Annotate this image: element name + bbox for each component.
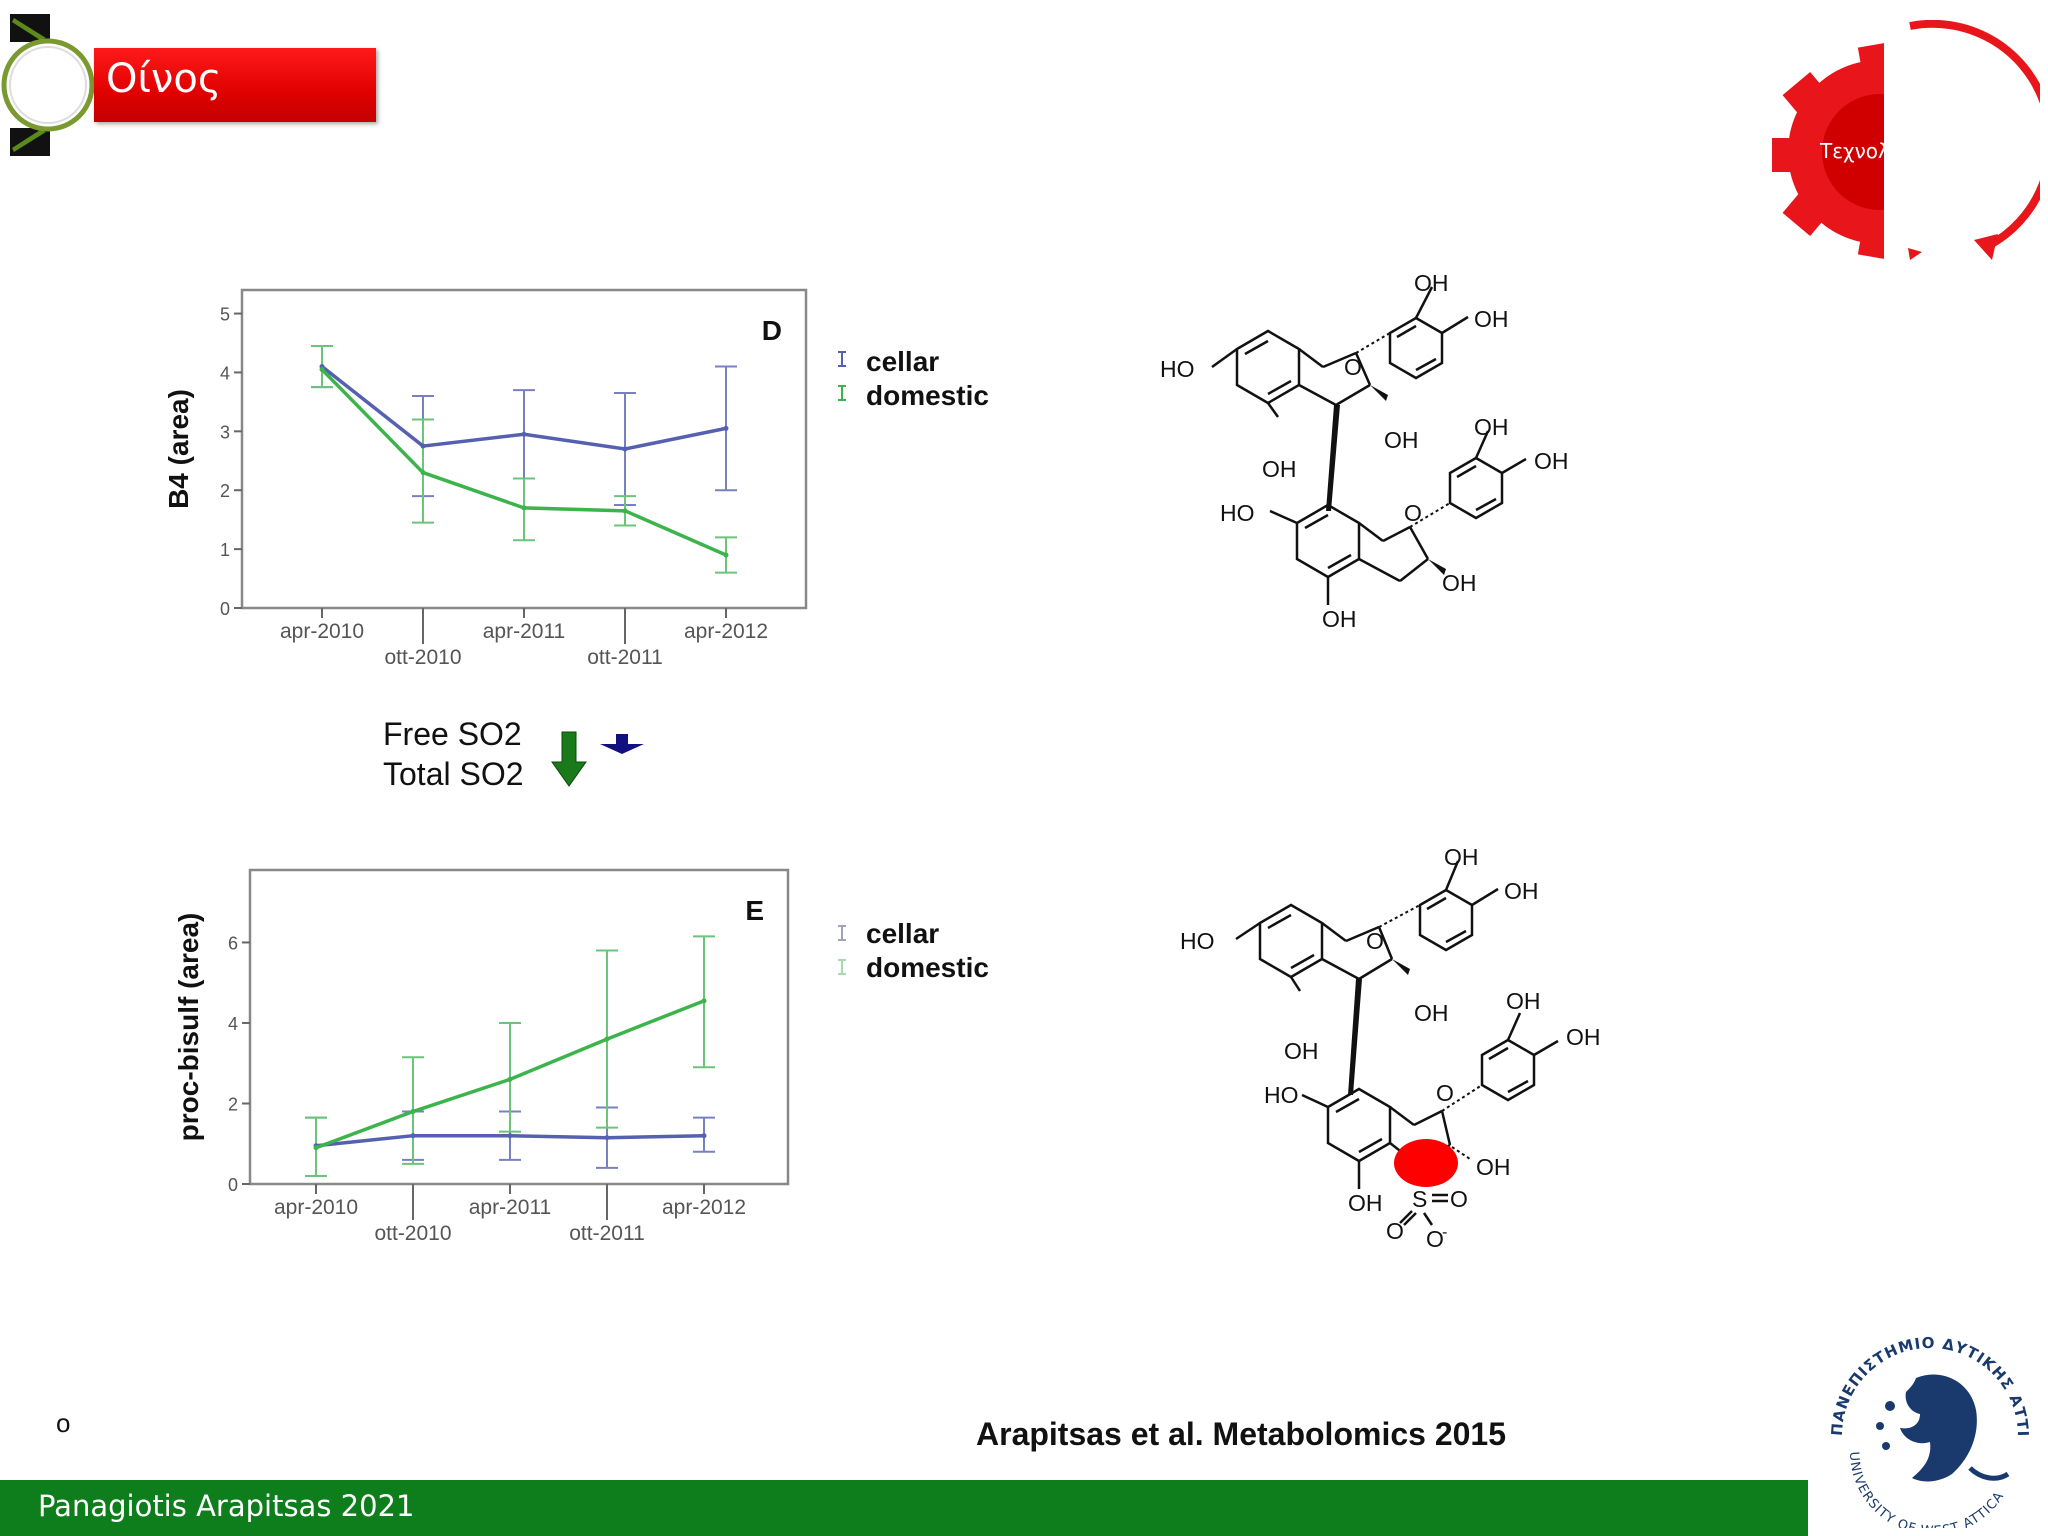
svg-text:OH: OH <box>1476 1154 1511 1180</box>
panel-label: D <box>762 315 782 346</box>
y-tick-label: 5 <box>220 305 230 325</box>
y-tick-label: 0 <box>220 599 230 619</box>
data-point-domestic <box>507 1076 513 1082</box>
svg-text:OH: OH <box>1474 414 1509 440</box>
y-tick-label: 2 <box>228 1094 238 1114</box>
svg-text:OH: OH <box>1566 1024 1601 1050</box>
data-point-cellar <box>507 1133 513 1139</box>
footer-author: Panagiotis Arapitsas 2021 <box>38 1489 415 1523</box>
title-banner <box>94 48 376 122</box>
y-axis-label: B4 (area) <box>163 389 194 509</box>
svg-text:O: O <box>1450 1186 1468 1212</box>
data-point-domestic <box>521 505 527 511</box>
svg-text:-: - <box>1442 1224 1447 1241</box>
legend-errorbar-icons <box>838 925 846 975</box>
so2-arrows <box>551 731 644 787</box>
svg-text:O: O <box>1344 354 1362 380</box>
x-tick-label: apr-2011 <box>469 1196 552 1219</box>
svg-text:O: O <box>1426 1226 1444 1252</box>
x-tick-label: apr-2010 <box>274 1196 358 1219</box>
y-tick-label: 4 <box>228 1014 238 1034</box>
data-point-domestic <box>723 552 729 558</box>
x-tick-label: ott-2010 <box>374 1222 451 1245</box>
svg-text:OH: OH <box>1534 448 1569 474</box>
x-tick-label: apr-2010 <box>280 620 364 643</box>
chart-e: 0 2 4 6 apr-2010 ott-2010 apr-2011 ott-2011 apr-… <box>173 868 790 1245</box>
data-point-cellar <box>604 1135 610 1141</box>
x-tick-label: apr-2011 <box>483 620 566 643</box>
svg-text:OH: OH <box>1322 606 1357 632</box>
y-tick-label: 2 <box>220 481 230 501</box>
svg-text:O: O <box>1366 928 1384 954</box>
svg-text:OH: OH <box>1414 270 1449 296</box>
data-point-cellar <box>521 431 527 437</box>
y-tick-label: 4 <box>220 363 230 383</box>
data-point-domestic <box>420 470 426 476</box>
highlight-marker <box>1394 1139 1458 1187</box>
y-tick-label: 6 <box>228 933 238 953</box>
x-tick-label: ott-2010 <box>384 646 461 669</box>
svg-text:O: O <box>1386 1218 1404 1244</box>
svg-text:HO: HO <box>1264 1082 1299 1108</box>
data-point-domestic <box>410 1109 416 1115</box>
data-point-cellar <box>410 1133 416 1139</box>
legend-errorbar-icons <box>838 351 846 401</box>
x-tick-label: ott-2011 <box>569 1222 645 1245</box>
data-point-cellar <box>622 446 628 452</box>
svg-text:OH: OH <box>1414 1000 1449 1026</box>
y-axis-label: proc-bisulf (area) <box>173 913 204 1142</box>
data-point-cellar <box>420 443 426 449</box>
chart-d: 0 1 2 3 4 5 apr-2010 ott-2010 apr-2011 ott-2011 ap… <box>163 288 808 669</box>
svg-text:O: O <box>1436 1080 1454 1106</box>
x-tick-label: apr-2012 <box>662 1196 746 1219</box>
x-tick-label: ott-2011 <box>587 646 663 669</box>
legend-item-cellar: cellar <box>866 346 940 377</box>
svg-text:OH: OH <box>1474 306 1509 332</box>
gear-icon: Τεχνολ <box>1772 20 2040 270</box>
svg-text:HO: HO <box>1220 500 1255 526</box>
svg-text:HO: HO <box>1160 356 1195 382</box>
svg-text:OH: OH <box>1504 878 1539 904</box>
down-arrow-icon <box>600 734 644 754</box>
bullet-marker: o <box>56 1408 71 1438</box>
svg-text:S: S <box>1412 1186 1427 1212</box>
footer-bar <box>0 1480 1808 1536</box>
y-tick-label: 3 <box>220 422 230 442</box>
svg-text:HO: HO <box>1180 928 1215 954</box>
svg-text:OH: OH <box>1506 988 1541 1014</box>
data-point-cellar <box>701 1133 707 1139</box>
x-tick-label: apr-2012 <box>684 620 768 643</box>
legend-item-domestic: domestic <box>866 380 989 411</box>
university-logo-icon: ΠΑΝΕΠΙΣΤΗΜΙΟ ΔΥΤΙΚΗΣ ΑΤΤΙΚΗΣ UNIVERSITY … <box>1820 1318 2031 1528</box>
data-point-domestic <box>622 508 628 514</box>
svg-text:OH: OH <box>1262 456 1297 482</box>
panel-label: E <box>745 895 764 926</box>
y-tick-label: 0 <box>228 1175 238 1195</box>
legend-item-cellar: cellar <box>866 918 940 949</box>
down-arrow-icon <box>551 731 587 787</box>
gear-label: Τεχνολ <box>1819 139 1890 163</box>
svg-text:O: O <box>1404 500 1422 526</box>
data-point-domestic <box>313 1145 319 1151</box>
data-point-domestic <box>319 367 325 372</box>
brand-logo-icon <box>1 14 95 156</box>
svg-text:OH: OH <box>1384 427 1419 453</box>
legend-item-domestic: domestic <box>866 952 989 983</box>
svg-text:OH: OH <box>1284 1038 1319 1064</box>
slide-title: Οίνος <box>106 56 222 102</box>
procyanidin-b4-structure: O HO OH OH OH OH O HO OH OH OH OH <box>1160 270 1569 632</box>
data-point-cellar <box>723 425 729 431</box>
total-so2-label: Total SO2 <box>383 756 524 792</box>
data-point-domestic <box>604 1036 610 1042</box>
svg-text:OH: OH <box>1444 844 1479 870</box>
free-so2-label: Free SO2 <box>383 716 522 752</box>
svg-text:OH: OH <box>1348 1190 1383 1216</box>
svg-text:OH: OH <box>1442 570 1477 596</box>
citation: Arapitsas et al. Metabolomics 2015 <box>976 1416 1506 1452</box>
y-tick-label: 1 <box>220 540 230 560</box>
data-point-domestic <box>701 998 707 1004</box>
